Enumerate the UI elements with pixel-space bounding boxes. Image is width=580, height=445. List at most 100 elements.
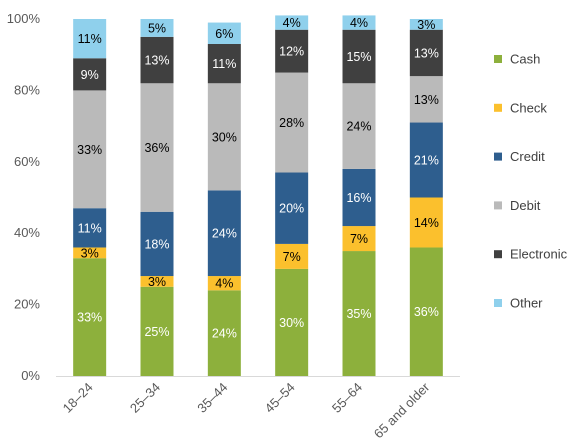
legend-swatch-credit: [494, 152, 502, 161]
data-label: 7%: [350, 232, 368, 246]
bar-segment-credit: [73, 208, 107, 248]
x-tick-label: 55–64: [329, 380, 365, 416]
data-label: 18%: [144, 237, 169, 251]
bar-segment-debit: [409, 76, 443, 123]
data-label: 11%: [212, 57, 236, 71]
data-label: 20%: [279, 202, 304, 216]
data-label: 14%: [414, 216, 439, 230]
bar-segment-electronic: [207, 43, 241, 84]
bar-segment-other: [275, 15, 309, 30]
y-tick-label: 0%: [21, 368, 40, 383]
y-tick-label: 40%: [14, 225, 40, 240]
data-label: 24%: [212, 327, 237, 341]
segment-labels: 33% 3% 11% 33% 9% 11% 25% 3% 18% 36% 13% 5% 24% 4% 24%…: [77, 16, 439, 341]
data-label: 33%: [77, 311, 102, 325]
x-tick-label: 65 and older: [371, 379, 433, 441]
x-tick-label: 25–34: [127, 380, 163, 416]
bar-segment-check: [409, 197, 443, 248]
data-label: 7%: [283, 250, 301, 264]
y-tick-label: 60%: [14, 154, 40, 169]
bar-segment-check: [275, 243, 309, 269]
y-axis: 0% 20% 40% 60% 80% 100%: [7, 11, 41, 383]
data-label: 30%: [279, 316, 304, 330]
data-label: 35%: [346, 307, 371, 321]
bar-segment-cash: [409, 247, 443, 376]
bar-segment-cash: [73, 258, 107, 376]
bar-segment-credit: [275, 172, 309, 244]
data-label: 3%: [148, 275, 166, 289]
y-tick-label: 20%: [14, 297, 40, 312]
bar-segment-cash: [207, 290, 241, 376]
bar-segment-debit: [140, 83, 174, 212]
bar-segment-electronic: [140, 36, 174, 84]
bar-segment-cash: [342, 251, 376, 376]
data-label: 36%: [414, 305, 439, 319]
bar-segment-check: [73, 247, 107, 259]
bars: [73, 15, 443, 376]
y-tick-label: 80%: [14, 82, 40, 97]
bar-segment-electronic: [409, 29, 443, 77]
legend-swatch-other: [494, 299, 502, 307]
bar-segment-cash: [140, 286, 174, 376]
data-label: 3%: [417, 18, 435, 32]
data-label: 25%: [144, 325, 169, 339]
data-label: 4%: [350, 16, 368, 30]
data-label: 4%: [283, 16, 301, 30]
data-label: 11%: [78, 221, 102, 235]
data-label: 24%: [212, 227, 237, 241]
bar-segment-check: [140, 276, 174, 287]
data-label: 28%: [279, 116, 304, 130]
bar-segment-credit: [207, 190, 241, 277]
data-label: 16%: [346, 191, 371, 205]
bar-segment-electronic: [342, 29, 376, 84]
bar-segment-other: [342, 15, 376, 30]
legend-label-credit: Credit: [510, 149, 545, 164]
legend-label-electronic: Electronic: [510, 247, 568, 262]
data-label: 30%: [212, 130, 237, 144]
y-tick-label: 100%: [7, 11, 41, 26]
bar-segment-credit: [140, 211, 174, 277]
data-label: 5%: [148, 21, 166, 35]
bar-segment-check: [342, 226, 376, 252]
x-tick-label: 45–54: [262, 380, 298, 416]
data-label: 33%: [77, 143, 102, 157]
data-label: 15%: [346, 50, 371, 64]
data-label: 13%: [144, 54, 169, 68]
bar-segment-debit: [73, 90, 107, 209]
legend-label-check: Check: [510, 100, 547, 115]
bar-segment-electronic: [275, 29, 309, 73]
bar-segment-other: [140, 19, 174, 37]
legend-label-other: Other: [510, 296, 543, 311]
data-label: 11%: [78, 32, 102, 46]
bar-segment-debit: [342, 83, 376, 169]
data-label: 36%: [144, 141, 169, 155]
x-tick-label: 18–24: [60, 380, 96, 416]
data-label: 24%: [346, 120, 371, 134]
x-tick-label: 35–44: [194, 380, 230, 416]
data-label: 12%: [279, 45, 304, 59]
data-label: 13%: [414, 46, 439, 60]
legend-label-cash: Cash: [510, 52, 540, 67]
legend-label-debit: Debit: [510, 198, 541, 213]
legend-swatch-debit: [494, 201, 502, 210]
data-label: 21%: [414, 154, 439, 168]
bar-segment-debit: [275, 72, 309, 173]
legend-swatch-check: [494, 103, 502, 112]
data-label: 13%: [414, 93, 439, 107]
legend-swatch-electronic: [494, 250, 502, 259]
data-label: 4%: [215, 277, 233, 291]
bar-segment-debit: [207, 83, 241, 191]
legend: Cash Check Credit Debit Electronic Other: [494, 52, 568, 311]
bar-segment-credit: [409, 122, 443, 198]
legend-swatch-cash: [494, 55, 502, 63]
data-label: 9%: [81, 68, 99, 82]
data-label: 6%: [215, 27, 233, 41]
bar-segment-other: [207, 22, 241, 44]
bar-segment-check: [207, 276, 241, 291]
bar-segment-electronic: [73, 58, 107, 91]
bar-segment-credit: [342, 168, 376, 227]
bar-segment-other: [73, 19, 107, 59]
bar-segment-other: [409, 19, 443, 30]
data-label: 3%: [81, 246, 99, 260]
